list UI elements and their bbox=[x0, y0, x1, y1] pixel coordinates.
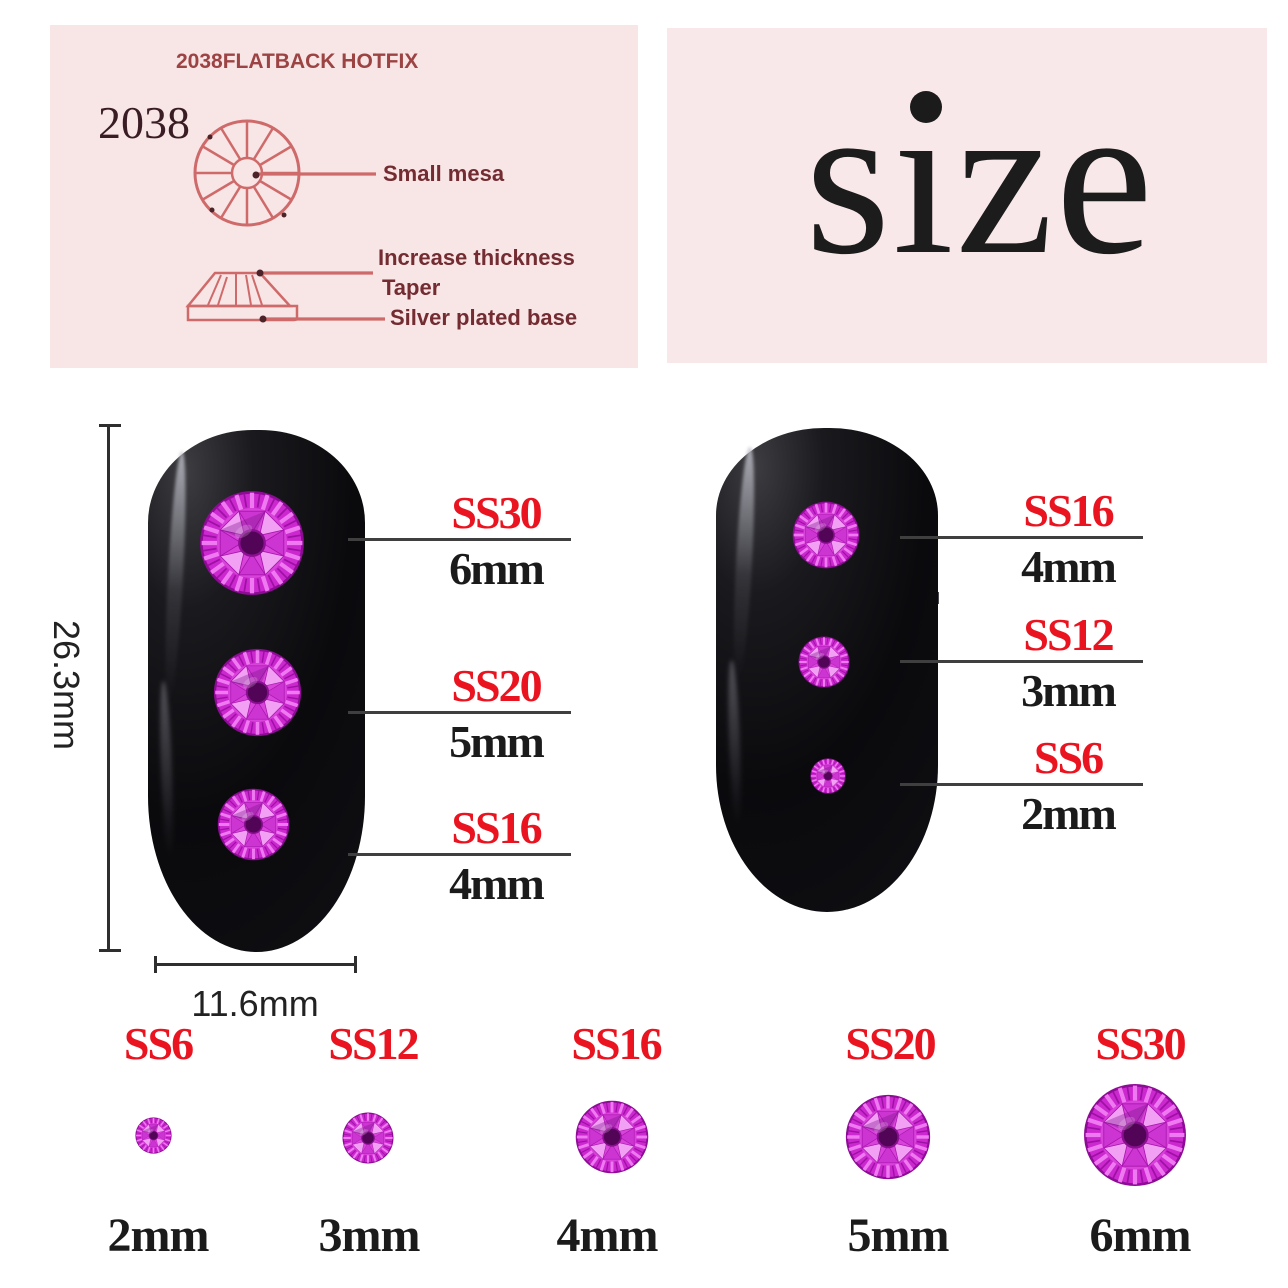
size-title-dotless-i: ı bbox=[892, 56, 956, 300]
callout-ss16: SS16 4mm bbox=[348, 802, 571, 909]
chart-stone-ss16 bbox=[575, 1100, 649, 1174]
callout-line bbox=[900, 782, 1143, 786]
chart-stone-ss12 bbox=[342, 1112, 394, 1164]
spec-panel: 2038FLATBACK HOTFIX 2038 Small mesa Incr… bbox=[50, 25, 638, 368]
chart-stone-ss30 bbox=[1083, 1083, 1187, 1187]
horizontal-measure-tick-right bbox=[354, 956, 357, 973]
callout-ss-label: SS6 bbox=[1033, 732, 1104, 783]
annotation-taper: Taper bbox=[382, 275, 441, 300]
callout-ss30: SS30 6mm bbox=[348, 487, 571, 594]
callout-line bbox=[900, 659, 1143, 663]
vertical-measure-cap-top bbox=[99, 424, 121, 427]
callout-ss20: SS20 5mm bbox=[348, 660, 571, 767]
rhinestone-ss12 bbox=[798, 636, 850, 688]
chart-stone-ss20 bbox=[845, 1094, 931, 1180]
rhinestone-ss16 bbox=[792, 501, 860, 569]
annotation-silver-plated-base: Silver plated base bbox=[390, 305, 578, 330]
nail-width-label: 11.6mm bbox=[191, 983, 319, 1024]
callout-ss-label: SS16 bbox=[451, 802, 542, 853]
callout-ss6-right: SS6 2mm bbox=[900, 732, 1143, 839]
nail-height-label: 26.3mm bbox=[46, 619, 87, 751]
chart-ss-label: SS20 bbox=[845, 1018, 936, 1069]
rhinestone-ss16 bbox=[217, 788, 290, 861]
chart-stone-ss6 bbox=[135, 1117, 172, 1154]
callout-ss-label: SS16 bbox=[1023, 485, 1114, 536]
chart-mm-label: 4mm bbox=[556, 1209, 659, 1262]
callout-mm-label: 4mm bbox=[1021, 540, 1117, 592]
rhinestone-ss20 bbox=[213, 648, 302, 737]
chart-ss-label: SS12 bbox=[328, 1018, 419, 1069]
horizontal-measure-line bbox=[154, 963, 357, 966]
callout-line bbox=[348, 710, 571, 714]
model-number: 2038 bbox=[98, 97, 190, 148]
callout-mm-label: 5mm bbox=[449, 715, 545, 767]
chart-ss-label: SS6 bbox=[123, 1018, 194, 1069]
spec-title: 2038FLATBACK HOTFIX bbox=[176, 50, 419, 73]
vertical-measure-line bbox=[107, 425, 110, 952]
callout-line bbox=[348, 537, 571, 541]
rhinestone-ss6 bbox=[810, 758, 846, 794]
size-panel: sıze bbox=[667, 28, 1267, 363]
callout-line bbox=[348, 852, 571, 856]
callout-line bbox=[900, 535, 1143, 539]
chart-mm-label: 3mm bbox=[318, 1209, 421, 1262]
chart-mm-label: 2mm bbox=[107, 1209, 210, 1262]
callout-mm-label: 6mm bbox=[449, 542, 545, 594]
chart-mm-label: 6mm bbox=[1089, 1209, 1192, 1262]
annotation-increase-thickness: Increase thickness bbox=[378, 245, 575, 270]
callout-mm-label: 3mm bbox=[1021, 664, 1117, 716]
size-title-part: ze bbox=[955, 56, 1156, 300]
chart-mm-label: 5mm bbox=[847, 1209, 950, 1262]
callout-ss-label: SS30 bbox=[451, 487, 542, 538]
callout-ss-label: SS20 bbox=[451, 660, 542, 711]
callout-mm-label: 4mm bbox=[449, 857, 545, 909]
size-title: sıze bbox=[667, 68, 1267, 288]
callout-ss-label: SS12 bbox=[1023, 609, 1114, 660]
rhinestone-ss30 bbox=[199, 490, 305, 596]
vertical-measure-cap-bottom bbox=[99, 949, 121, 952]
rhinestone-spec-diagram bbox=[185, 119, 385, 323]
size-title-part: s bbox=[804, 56, 893, 300]
size-title-dot-icon bbox=[910, 91, 942, 123]
chart-ss-label: SS16 bbox=[571, 1018, 662, 1069]
callout-ss12-right: SS12 3mm bbox=[900, 609, 1143, 716]
annotation-small-mesa: Small mesa bbox=[383, 161, 505, 186]
chart-ss-label: SS30 bbox=[1095, 1018, 1186, 1069]
callout-mm-label: 2mm bbox=[1021, 787, 1117, 839]
callout-ss16-right: SS16 4mm bbox=[900, 485, 1143, 592]
